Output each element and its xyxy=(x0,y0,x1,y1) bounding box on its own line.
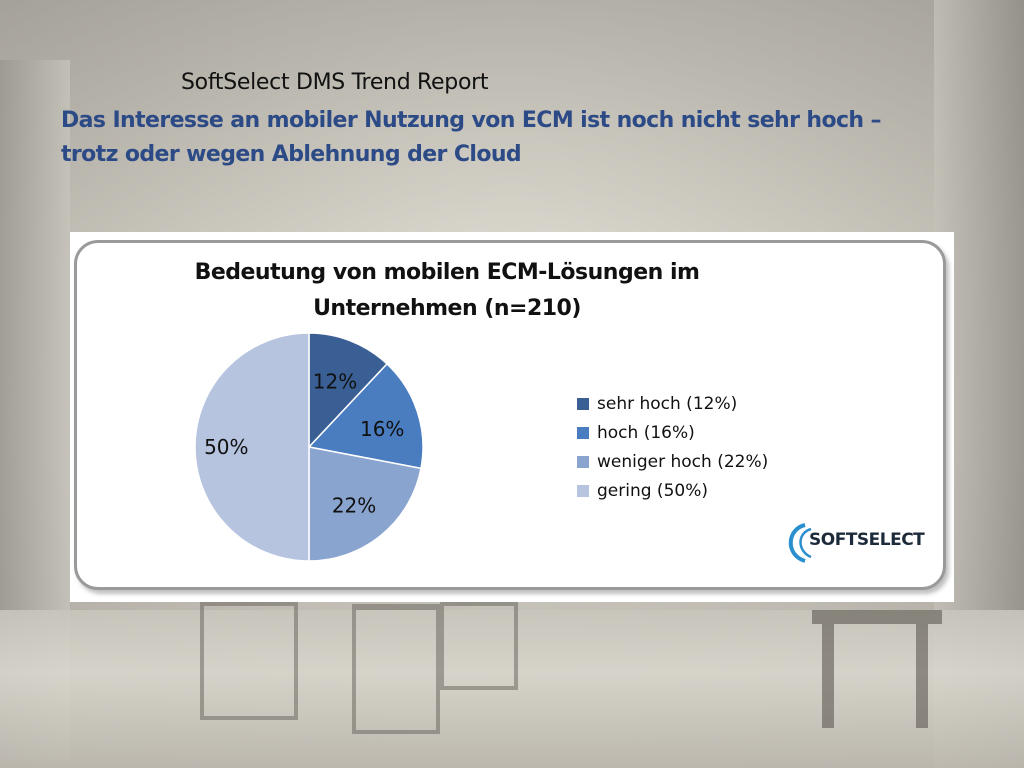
background-chair-back xyxy=(440,600,518,690)
legend-label: gering (50%) xyxy=(597,480,708,501)
pie-slice-label-4: 50% xyxy=(204,435,248,459)
pie-slice-3 xyxy=(308,446,422,562)
logo-text: SOFTSELECT xyxy=(809,530,925,550)
pie-slice-2 xyxy=(307,362,424,470)
legend-swatch xyxy=(577,426,589,439)
pie-slice-1 xyxy=(308,332,389,449)
chart-title-line-1: Bedeutung von mobilen ECM-Lösungen im xyxy=(194,260,700,285)
legend-item-2: hoch (16%) xyxy=(577,418,768,447)
pie-slice-label-1: 12% xyxy=(313,369,357,393)
background-bench xyxy=(812,610,942,744)
legend-item-4: gering (50%) xyxy=(577,476,768,505)
legend-swatch xyxy=(577,484,589,497)
legend-label: weniger hoch (22%) xyxy=(597,451,769,472)
chart-title-line-2: Unternehmen (n=210) xyxy=(313,296,581,321)
legend-swatch xyxy=(577,455,589,468)
legend-item-3: weniger hoch (22%) xyxy=(577,447,768,476)
pie-slice-label-3: 22% xyxy=(332,493,376,517)
chart-legend: sehr hoch (12%) hoch (16%) weniger hoch (2… xyxy=(577,389,768,505)
pie-slice-label-2: 16% xyxy=(360,417,404,441)
slide-headline: Das Interesse an mobiler Nutzung von ECM… xyxy=(61,104,921,172)
background-chair-left xyxy=(200,600,298,720)
legend-item-1: sehr hoch (12%) xyxy=(577,389,768,418)
legend-label: hoch (16%) xyxy=(597,422,695,443)
report-title: SoftSelect DMS Trend Report xyxy=(181,70,489,95)
chart-title: Bedeutung von mobilen ECM-Lösungen im Un… xyxy=(117,255,777,327)
headline-line-1: Das Interesse an mobiler Nutzung von ECM… xyxy=(61,108,882,133)
pie-slice-4 xyxy=(194,332,310,562)
headline-line-2: trotz oder wegen Ablehnung der Cloud xyxy=(61,142,522,167)
chart-panel: Bedeutung von mobilen ECM-Lösungen im Un… xyxy=(70,232,954,602)
background-chair-right xyxy=(352,604,440,734)
legend-swatch xyxy=(577,397,589,410)
legend-label: sehr hoch (12%) xyxy=(597,393,738,414)
softselect-swoosh-icon xyxy=(788,523,812,563)
pie-chart: 12%16% 22% 50% xyxy=(194,332,424,562)
softselect-logo: SOFTSELECT xyxy=(783,519,925,565)
chart-frame: Bedeutung von mobilen ECM-Lösungen im Un… xyxy=(74,240,946,590)
